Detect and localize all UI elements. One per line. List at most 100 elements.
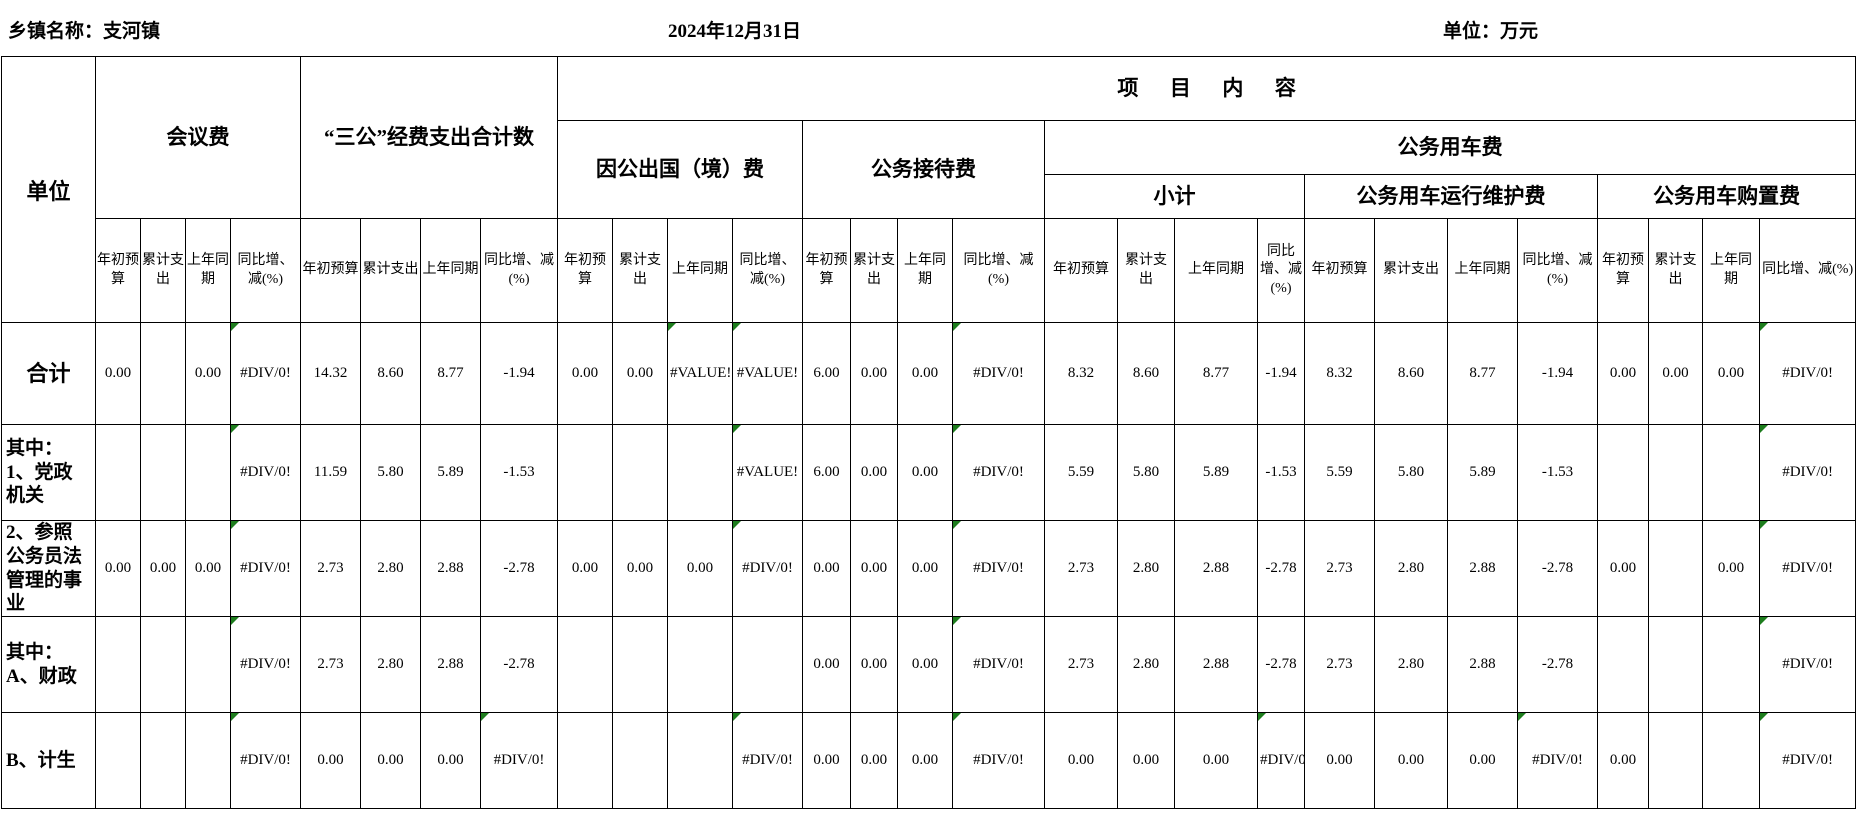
data-cell[interactable]: 2.88: [420, 520, 481, 617]
data-cell[interactable]: [1648, 520, 1703, 617]
data-cell[interactable]: 2.73: [300, 616, 361, 713]
data-cell[interactable]: -2.78: [1517, 616, 1598, 713]
data-cell[interactable]: 2.73: [1304, 520, 1375, 617]
group-header-vehicle-subtotal[interactable]: 小计: [1044, 174, 1305, 219]
data-cell[interactable]: -2.78: [1517, 520, 1598, 617]
data-cell[interactable]: [557, 712, 613, 809]
col-header-yoy[interactable]: 同比增、减(%): [952, 218, 1045, 323]
col-header-budget[interactable]: 年初预算: [1304, 218, 1375, 323]
data-cell[interactable]: 5.59: [1304, 424, 1375, 521]
data-cell[interactable]: [557, 616, 613, 713]
data-cell[interactable]: [612, 712, 668, 809]
col-header-spent[interactable]: 累计支出: [360, 218, 421, 323]
data-cell[interactable]: 2.80: [1374, 616, 1448, 713]
col-header-budget[interactable]: 年初预算: [1597, 218, 1649, 323]
data-cell[interactable]: #DIV/0!: [952, 712, 1045, 809]
data-cell[interactable]: [1648, 424, 1703, 521]
data-cell[interactable]: #DIV/0!: [952, 322, 1045, 425]
data-cell[interactable]: 0.00: [612, 322, 668, 425]
data-cell[interactable]: [140, 616, 186, 713]
col-header-budget[interactable]: 年初预算: [1044, 218, 1118, 323]
data-cell[interactable]: 0.00: [897, 424, 953, 521]
data-cell[interactable]: 0.00: [1174, 712, 1258, 809]
col-header-yoy[interactable]: 同比增、减(%): [1758, 218, 1857, 323]
data-cell[interactable]: 2.80: [1374, 520, 1448, 617]
data-cell[interactable]: #DIV/0!: [952, 616, 1045, 713]
col-header-spent[interactable]: 累计支出: [850, 218, 898, 323]
data-cell[interactable]: 0.00: [300, 712, 361, 809]
row-label-cell[interactable]: 其中：1、党政机关: [1, 424, 96, 521]
data-cell[interactable]: 11.59: [300, 424, 361, 521]
data-cell[interactable]: [185, 616, 231, 713]
row-label-cell[interactable]: 2、参照公务员法管理的事业: [1, 520, 96, 617]
data-cell[interactable]: 0.00: [1702, 520, 1760, 617]
data-cell[interactable]: 2.80: [1117, 520, 1175, 617]
col-header-lastyear[interactable]: 上年同期: [1702, 218, 1760, 323]
col-header-budget[interactable]: 年初预算: [802, 218, 851, 323]
data-cell[interactable]: 8.32: [1044, 322, 1118, 425]
data-cell[interactable]: 8.60: [1117, 322, 1175, 425]
data-cell[interactable]: -1.53: [480, 424, 558, 521]
row-label-cell[interactable]: 其中：A、财政: [1, 616, 96, 713]
data-cell[interactable]: [1702, 712, 1760, 809]
unit-note-cell[interactable]: 单位：万元: [1443, 21, 1539, 42]
data-cell[interactable]: [185, 424, 231, 521]
data-cell[interactable]: 0.00: [897, 520, 953, 617]
township-name-cell[interactable]: 乡镇名称：支河镇: [8, 21, 161, 42]
data-cell[interactable]: 5.89: [1447, 424, 1518, 521]
data-cell[interactable]: 0.00: [1702, 322, 1760, 425]
col-header-yoy[interactable]: 同比增、减(%): [1257, 218, 1305, 323]
col-header-yoy[interactable]: 同比增、减(%): [732, 218, 803, 323]
data-cell[interactable]: 0.00: [1304, 712, 1375, 809]
data-cell[interactable]: #DIV/0!: [230, 424, 301, 521]
data-cell[interactable]: #DIV/0!: [1758, 424, 1857, 521]
data-cell[interactable]: 0.00: [1648, 322, 1703, 425]
report-date-cell[interactable]: 2024年12月31日: [668, 21, 802, 42]
data-cell[interactable]: 0.00: [667, 520, 733, 617]
data-cell[interactable]: [1648, 712, 1703, 809]
data-cell[interactable]: 0.00: [850, 712, 898, 809]
data-cell[interactable]: #DIV/0!: [1758, 712, 1857, 809]
col-header-budget[interactable]: 年初预算: [557, 218, 613, 323]
col-header-lastyear[interactable]: 上年同期: [420, 218, 481, 323]
group-header-abroad-fee[interactable]: 因公出国（境）费: [557, 120, 803, 219]
data-cell[interactable]: [1702, 424, 1760, 521]
group-header-project-content[interactable]: 项目内容: [556, 56, 1857, 121]
data-cell[interactable]: [667, 616, 733, 713]
group-header-vehicle-purchase[interactable]: 公务用车购置费: [1596, 174, 1857, 219]
data-cell[interactable]: 0.00: [95, 322, 141, 425]
col-header-budget[interactable]: 年初预算: [300, 218, 361, 323]
data-cell[interactable]: 2.88: [1174, 616, 1258, 713]
group-header-reception-fee[interactable]: 公务接待费: [802, 120, 1045, 219]
data-cell[interactable]: -2.78: [1257, 616, 1305, 713]
data-cell[interactable]: 0.00: [185, 322, 231, 425]
data-cell[interactable]: 0.00: [557, 322, 613, 425]
data-cell[interactable]: 8.60: [360, 322, 421, 425]
data-cell[interactable]: 2.80: [1117, 616, 1175, 713]
data-cell[interactable]: 5.80: [360, 424, 421, 521]
data-cell[interactable]: [95, 712, 141, 809]
data-cell[interactable]: 0.00: [185, 520, 231, 617]
col-header-spent[interactable]: 累计支出: [612, 218, 668, 323]
data-cell[interactable]: [140, 712, 186, 809]
data-cell[interactable]: #VALUE!: [732, 322, 803, 425]
col-header-yoy[interactable]: 同比增、减(%): [230, 218, 301, 323]
col-header-spent[interactable]: 累计支出: [140, 218, 186, 323]
data-cell[interactable]: [612, 616, 668, 713]
data-cell[interactable]: -1.53: [1517, 424, 1598, 521]
data-cell[interactable]: 0.00: [1597, 322, 1649, 425]
data-cell[interactable]: 0.00: [420, 712, 481, 809]
data-cell[interactable]: [612, 424, 668, 521]
data-cell[interactable]: [95, 424, 141, 521]
data-cell[interactable]: 2.88: [1174, 520, 1258, 617]
data-cell[interactable]: 0.00: [557, 520, 613, 617]
row-label-cell[interactable]: 合计: [1, 322, 96, 425]
data-cell[interactable]: [557, 424, 613, 521]
data-cell[interactable]: [185, 712, 231, 809]
data-cell[interactable]: 8.32: [1304, 322, 1375, 425]
col-header-lastyear[interactable]: 上年同期: [897, 218, 953, 323]
data-cell[interactable]: 2.88: [420, 616, 481, 713]
data-cell[interactable]: 5.89: [1174, 424, 1258, 521]
data-cell[interactable]: 0.00: [850, 616, 898, 713]
group-header-three-public-total[interactable]: “三公”经费支出合计数: [300, 56, 558, 219]
